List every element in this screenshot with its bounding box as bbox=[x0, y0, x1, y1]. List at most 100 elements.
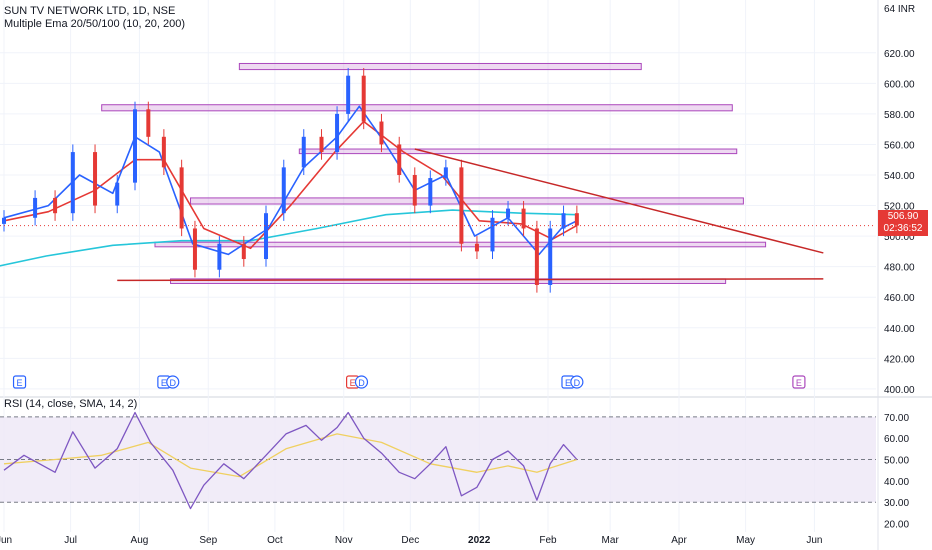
candle-body bbox=[490, 217, 495, 252]
candle-body bbox=[2, 217, 6, 224]
event-marker-label: E bbox=[17, 378, 23, 388]
candle-body bbox=[301, 136, 306, 168]
rsi-tick-label: 40.00 bbox=[884, 477, 909, 488]
candle-body bbox=[93, 152, 98, 206]
rsi-lines bbox=[3, 411, 578, 510]
candle-body bbox=[70, 152, 75, 214]
candle-body bbox=[521, 208, 526, 229]
candle-body bbox=[319, 136, 324, 153]
resistance-zones[interactable] bbox=[101, 62, 767, 284]
candle-body bbox=[133, 109, 138, 183]
candle-body bbox=[192, 228, 197, 270]
price-tick-label: 460.00 bbox=[884, 293, 915, 304]
price-tick-label: 500.00 bbox=[884, 232, 915, 243]
dividend-badge[interactable] bbox=[570, 375, 584, 389]
price-tick-label: 620.00 bbox=[884, 49, 915, 60]
dividend-badge[interactable] bbox=[354, 375, 369, 389]
candle-body bbox=[443, 167, 448, 179]
time-tick-label: Jun bbox=[0, 535, 12, 546]
event-marker-label: D bbox=[170, 378, 177, 388]
resistance-zone[interactable] bbox=[238, 62, 642, 71]
time-tick-label: Sep bbox=[199, 535, 217, 546]
time-tick-label: Jul bbox=[64, 535, 77, 546]
candle-body bbox=[281, 167, 286, 214]
rsi-tick-label: 30.00 bbox=[884, 498, 909, 509]
candle-body bbox=[397, 144, 402, 175]
axes: 400.00 420.00 440.00 460.00 480.00 500.00 520.… bbox=[0, 49, 915, 546]
candle-body bbox=[412, 175, 417, 206]
rsi-tick-label: 50.00 bbox=[884, 456, 909, 467]
time-tick-label: Jun bbox=[806, 535, 822, 546]
dividend-badge[interactable] bbox=[166, 375, 180, 389]
candle-body bbox=[115, 182, 120, 206]
time-tick-label: Feb bbox=[539, 535, 557, 546]
symbol-title[interactable]: SUN TV NETWORK LTD, 1D, NSE bbox=[4, 5, 176, 17]
resistance-zone[interactable] bbox=[298, 148, 738, 155]
price-tick-label: 600.00 bbox=[884, 79, 915, 90]
candle-body bbox=[534, 228, 539, 285]
candle-body bbox=[379, 121, 384, 145]
candle-body bbox=[179, 167, 184, 229]
time-tick-label: Apr bbox=[671, 535, 687, 546]
event-marker-label: E bbox=[796, 378, 802, 388]
trendline[interactable] bbox=[117, 278, 824, 282]
earnings-badge[interactable] bbox=[12, 375, 27, 389]
price-tick-label: 420.00 bbox=[884, 354, 915, 365]
resistance-zone[interactable] bbox=[101, 104, 733, 112]
event-marker-label: E bbox=[565, 378, 571, 388]
candle-body bbox=[335, 113, 340, 153]
dividend-marker[interactable]: D bbox=[570, 375, 584, 389]
event-marker-label: E bbox=[350, 378, 356, 388]
rsi-tick-label: 60.00 bbox=[884, 434, 909, 445]
candle-body bbox=[33, 197, 38, 218]
earnings-marker[interactable]: E bbox=[12, 375, 27, 389]
event-marker-label: D bbox=[358, 378, 365, 388]
time-tick-label: May bbox=[736, 535, 755, 546]
trendlines[interactable] bbox=[0, 148, 876, 282]
resistance-zone[interactable] bbox=[170, 278, 727, 284]
candle-body bbox=[561, 213, 566, 229]
price-tick-label: 400.00 bbox=[884, 385, 915, 396]
candle-body bbox=[428, 178, 433, 206]
last-price-value: 506.90 bbox=[887, 211, 919, 222]
rsi-tick-label: 20.00 bbox=[884, 520, 909, 531]
time-tick-label: Nov bbox=[335, 535, 353, 546]
dividend-marker[interactable]: D bbox=[354, 375, 369, 389]
candle-body bbox=[459, 167, 464, 244]
earnings-marker[interactable]: E bbox=[792, 375, 806, 389]
ema-indicator-label[interactable]: Multiple Ema 20/50/100 (10, 20, 200) bbox=[4, 18, 186, 30]
currency-badge[interactable]: 64 INR bbox=[884, 4, 916, 15]
candle-body bbox=[506, 208, 511, 218]
candles bbox=[2, 68, 579, 293]
last-price-tag: 506.90 02:36:52 bbox=[878, 210, 928, 236]
symbol-legend[interactable]: SUN TV NETWORK LTD, 1D, NSE bbox=[4, 4, 175, 18]
bar-countdown: 02:36:52 bbox=[883, 223, 923, 234]
rsi-sma-line bbox=[3, 433, 578, 478]
earnings-badge[interactable] bbox=[792, 375, 806, 389]
price-tick-label: 480.00 bbox=[884, 263, 915, 274]
rsi-legend[interactable]: RSI (14, close, SMA, 14, 2) bbox=[4, 397, 137, 411]
candle-body bbox=[264, 213, 269, 260]
ema-legend[interactable]: Multiple Ema 20/50/100 (10, 20, 200) bbox=[4, 17, 185, 31]
rsi-band bbox=[0, 416, 876, 503]
time-tick-label: Mar bbox=[602, 535, 620, 546]
rsi-line bbox=[3, 411, 578, 510]
candle-body bbox=[217, 243, 222, 270]
event-marker-label: D bbox=[574, 378, 581, 388]
time-tick-label: 2022 bbox=[468, 535, 491, 546]
trendline[interactable] bbox=[414, 148, 824, 254]
resistance-zone[interactable] bbox=[190, 197, 744, 205]
rsi-indicator-label[interactable]: RSI (14, close, SMA, 14, 2) bbox=[4, 398, 138, 410]
candle-body bbox=[474, 243, 479, 252]
candle-body bbox=[161, 136, 166, 168]
price-tick-label: 440.00 bbox=[884, 324, 915, 335]
rsi-tick-label: 70.00 bbox=[884, 413, 909, 424]
candle-body bbox=[361, 75, 366, 122]
ema-slow-line bbox=[0, 209, 577, 267]
dividend-marker[interactable]: D bbox=[166, 375, 180, 389]
candle-body bbox=[146, 109, 151, 137]
price-tick-label: 580.00 bbox=[884, 110, 915, 121]
price-tick-label: 540.00 bbox=[884, 171, 915, 182]
